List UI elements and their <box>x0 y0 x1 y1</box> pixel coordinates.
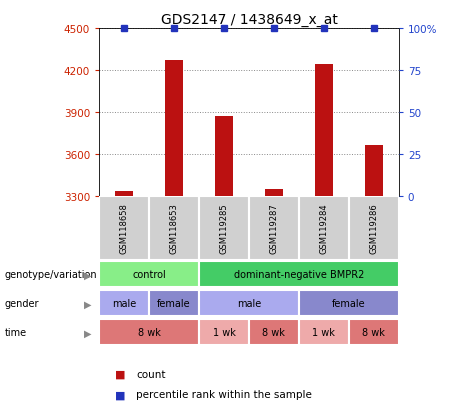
Bar <box>265 190 283 196</box>
Text: GSM119286: GSM119286 <box>369 203 378 254</box>
Text: time: time <box>5 328 27 337</box>
Text: ■: ■ <box>115 369 125 379</box>
Text: 8 wk: 8 wk <box>262 328 285 337</box>
Text: dominant-negative BMPR2: dominant-negative BMPR2 <box>234 270 364 280</box>
Bar <box>299 196 349 260</box>
Bar <box>115 192 133 196</box>
Text: male: male <box>237 299 261 309</box>
Text: female: female <box>157 299 191 309</box>
Bar <box>365 146 383 196</box>
Bar <box>299 291 399 316</box>
Text: female: female <box>332 299 366 309</box>
Bar <box>165 61 183 196</box>
Bar <box>199 262 399 287</box>
Text: GSM119285: GSM119285 <box>219 203 229 254</box>
Text: GSM119287: GSM119287 <box>269 203 278 254</box>
Text: 1 wk: 1 wk <box>213 328 236 337</box>
Bar <box>99 291 149 316</box>
Text: ▶: ▶ <box>84 270 91 280</box>
Bar <box>199 320 249 345</box>
Text: 1 wk: 1 wk <box>313 328 335 337</box>
Text: control: control <box>132 270 166 280</box>
Bar <box>215 117 233 196</box>
Bar <box>349 320 399 345</box>
Bar <box>349 196 399 260</box>
Bar <box>99 196 149 260</box>
Bar <box>149 291 199 316</box>
Bar <box>199 291 299 316</box>
Bar <box>249 196 299 260</box>
Text: male: male <box>112 299 136 309</box>
Text: ■: ■ <box>115 389 125 399</box>
Bar <box>315 65 332 196</box>
Title: GDS2147 / 1438649_x_at: GDS2147 / 1438649_x_at <box>160 12 337 26</box>
Text: gender: gender <box>5 299 39 309</box>
Text: count: count <box>136 369 165 379</box>
Text: 8 wk: 8 wk <box>138 328 160 337</box>
Text: genotype/variation: genotype/variation <box>5 270 97 280</box>
Bar <box>299 320 349 345</box>
Bar <box>99 262 199 287</box>
Text: GSM118653: GSM118653 <box>170 203 178 254</box>
Bar <box>149 196 199 260</box>
Text: GSM119284: GSM119284 <box>319 203 328 254</box>
Text: GSM118658: GSM118658 <box>119 203 129 254</box>
Text: 8 wk: 8 wk <box>362 328 385 337</box>
Text: ▶: ▶ <box>84 328 91 337</box>
Bar <box>199 196 249 260</box>
Bar <box>99 320 199 345</box>
Bar <box>249 320 299 345</box>
Text: percentile rank within the sample: percentile rank within the sample <box>136 389 312 399</box>
Text: ▶: ▶ <box>84 299 91 309</box>
